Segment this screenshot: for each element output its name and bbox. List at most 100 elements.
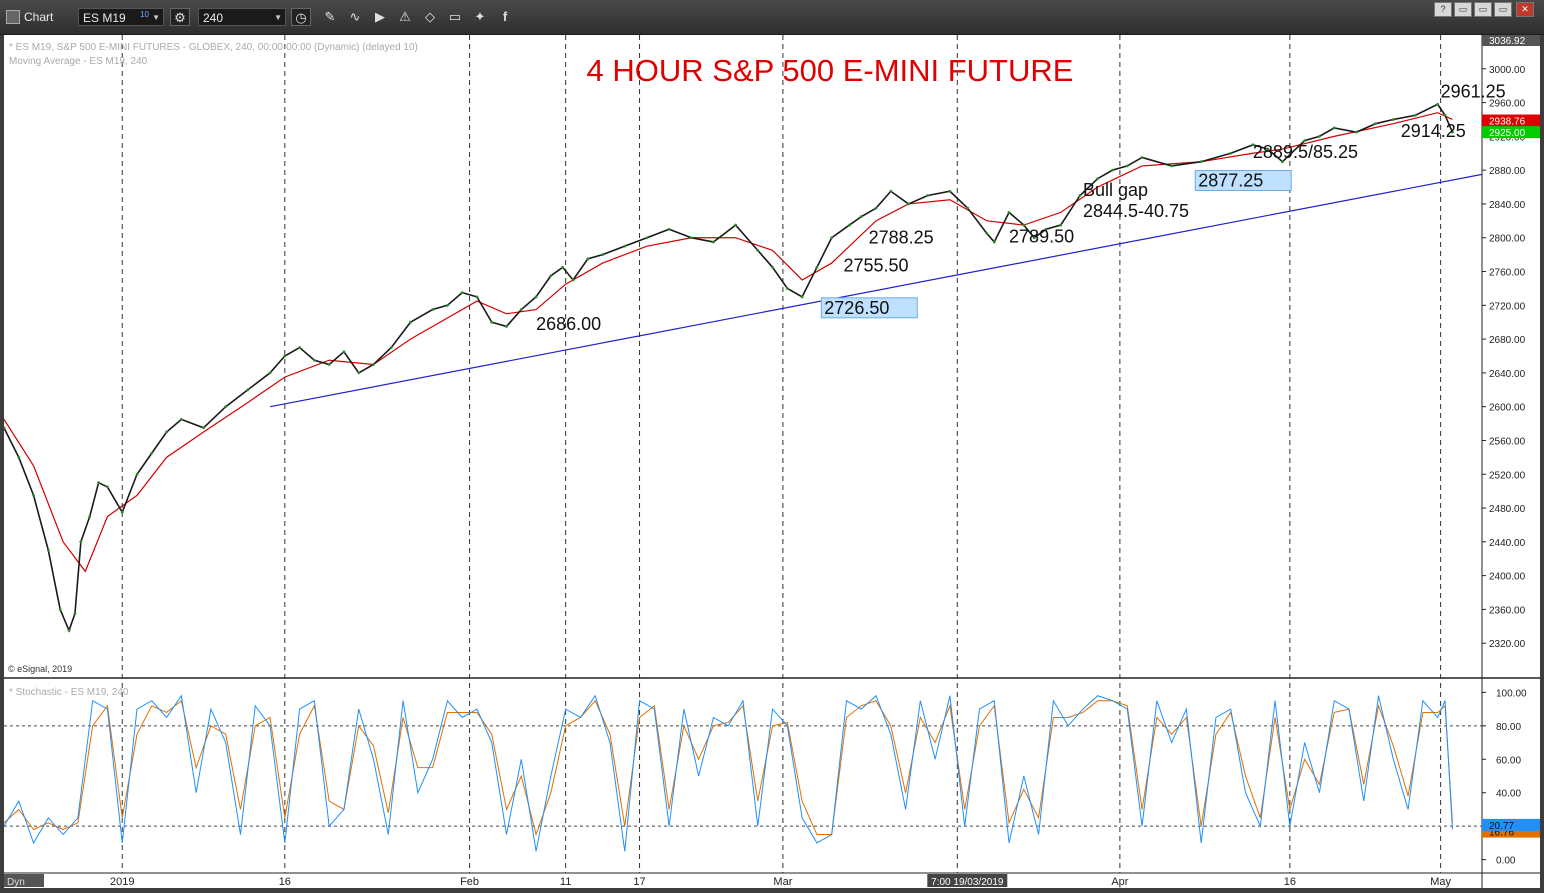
price-point [1007,210,1011,214]
level-annotation: 2788.25 [869,228,934,248]
current-price-box [1482,114,1540,127]
price-point [1111,168,1114,172]
price-point [67,629,71,632]
price-point [58,608,62,611]
price-tick-label: 2400.00 [1489,572,1526,583]
help-button[interactable]: ? [1434,2,1452,17]
chevron-down-icon[interactable]: ▼ [152,13,160,22]
level-annotation: 2726.50 [824,298,889,318]
price-tick-label: 2520.00 [1489,470,1526,481]
minimize-button[interactable]: ▭ [1454,2,1472,17]
price-point [1251,143,1255,147]
price-point [800,295,804,299]
price-tick-label: 2560.00 [1489,436,1526,447]
price-point [1374,122,1377,126]
price-point [966,206,970,210]
current-price-box [1482,126,1540,139]
restore-button[interactable]: ▭ [1474,2,1492,17]
stochastic-current-box [1482,818,1540,831]
price-point [1199,160,1203,164]
price-point [1125,164,1129,168]
price-point [859,215,863,219]
stochastic-tick-label: 80.00 [1496,722,1521,733]
price-point [246,388,250,392]
price-point [948,189,952,193]
price-tick-label: 3000.00 [1489,65,1526,76]
price-point [926,194,930,197]
price-point [1032,236,1036,240]
price-point [165,430,168,434]
pencil-icon[interactable]: ✎ [324,9,336,24]
price-point [1414,113,1417,117]
price-point [283,354,287,358]
price-point [17,455,21,459]
price-point [519,308,523,311]
comment-icon[interactable]: ▭ [448,9,462,24]
maximize-button[interactable]: ▭ [1494,2,1512,17]
settings-gear-icon[interactable]: ⚙ [170,8,190,26]
price-point [815,265,819,269]
stochastic-k-line [3,694,1453,852]
symbol-value: ES M19 [83,11,126,25]
price-tick-label: 2320.00 [1489,639,1526,650]
price-point [179,417,183,421]
current-price-label: 2925.00 [1489,128,1526,139]
price-point [1096,177,1100,181]
time-tick-label: 2019 [110,876,134,888]
stochastic-current-label: 20.77 [1489,821,1514,832]
level-annotation: 2686.00 [536,314,601,334]
alert-icon[interactable]: ⚠ [399,9,411,24]
clock-icon[interactable]: ◷ [291,8,311,26]
price-top-box [1482,35,1540,46]
eraser-icon[interactable]: ◇ [425,9,435,24]
price-point [32,493,35,497]
interval-input[interactable]: 240 ▼ [198,8,286,26]
price-point [645,236,649,240]
price-tick-label: 2600.00 [1489,403,1526,414]
price-point [490,320,494,324]
price-point [312,358,316,362]
price-point [327,363,331,366]
stochastic-current-label: 16.76 [1489,828,1514,839]
price-point [372,363,375,366]
price-point [2,426,6,430]
play-icon[interactable]: ▶ [375,9,385,24]
close-button[interactable]: ✕ [1516,2,1534,17]
price-point [475,295,479,299]
price-tick-label: 2440.00 [1489,538,1526,549]
stochastic-tick-label: 0.00 [1496,856,1516,867]
symbol-input[interactable]: ES M19 10 ▼ [78,8,164,26]
moving-average-label: Moving Average - ES M19, 240 [9,56,148,67]
price-point [46,548,50,552]
crosshair-time-box [927,874,1008,887]
price-point [1044,227,1048,231]
curve-icon[interactable]: ∿ [349,9,361,24]
facebook-icon[interactable]: f [502,9,508,24]
time-tick-label: Feb [460,876,479,888]
price-chart[interactable]: 2019 16 Feb 11 17 Mar Apr 16 May 7:00 19/03/2019 D… [2,35,1540,888]
price-point [505,325,508,328]
price-point [97,481,100,485]
price-point [298,346,301,349]
price-point [342,350,346,354]
price-point [73,612,77,616]
price-point [1443,113,1447,117]
twitter-icon[interactable]: ✦ [474,9,486,24]
price-tick-label: 2360.00 [1489,605,1526,616]
price-point [1281,160,1284,164]
price-point [409,320,412,324]
chevron-down-icon[interactable]: ▼ [274,13,282,22]
price-point [756,249,760,252]
price-point [357,371,361,375]
price-tick-label: 2880.00 [1489,166,1526,177]
price-point [1170,164,1174,168]
time-tick-label: 17 [633,876,645,888]
stochastic-label: * Stochastic - ES M19, 240 [9,687,129,698]
chart-area: 2019 16 Feb 11 17 Mar Apr 16 May 7:00 19/03/2019 D… [2,35,1540,888]
price-point [689,236,693,240]
price-tick-label: 2720.00 [1489,301,1526,312]
price-point [120,510,124,514]
price-tick-label: 2960.00 [1489,99,1526,110]
price-tick-label: 2480.00 [1489,504,1526,515]
stochastic-tick-label: 100.00 [1496,688,1527,699]
